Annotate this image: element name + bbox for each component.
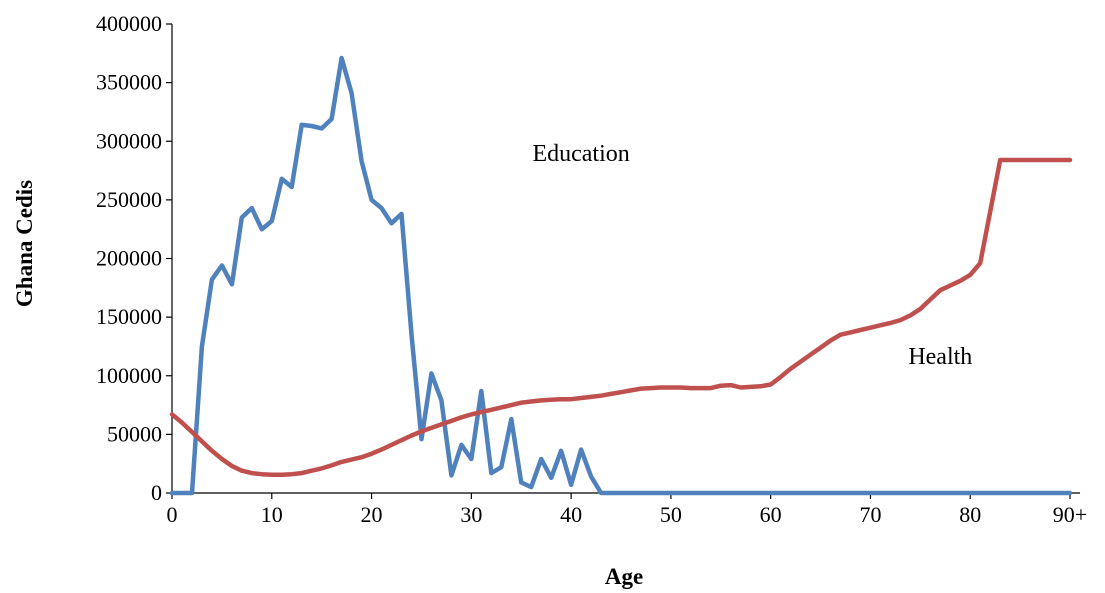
x-tick-label: 40 bbox=[560, 502, 582, 527]
health-series-line bbox=[169, 157, 1073, 478]
x-tick-label: 70 bbox=[859, 502, 881, 527]
x-tick-label: 50 bbox=[660, 502, 682, 527]
y-tick-label: 0 bbox=[151, 480, 162, 505]
x-tick-label: 10 bbox=[261, 502, 283, 527]
y-axis-title: Ghana Cedis bbox=[12, 180, 37, 307]
axes bbox=[171, 24, 1080, 494]
x-tick-label: 80 bbox=[959, 502, 981, 527]
y-tick-label: 100000 bbox=[96, 363, 162, 388]
y-tick-label: 50000 bbox=[107, 421, 162, 446]
education-series-line bbox=[169, 55, 1073, 496]
x-axis-title: Age bbox=[605, 564, 643, 589]
y-tick-label: 150000 bbox=[96, 304, 162, 329]
x-tick-label: 30 bbox=[460, 502, 482, 527]
x-ticks: 0 10 20 30 40 50 60 70 80 90+ bbox=[167, 493, 1087, 527]
y-tick-label: 200000 bbox=[96, 246, 162, 271]
x-tick-label: 0 bbox=[167, 502, 178, 527]
y-tick-label: 350000 bbox=[96, 70, 162, 95]
x-tick-label: 20 bbox=[361, 502, 383, 527]
y-tick-label: 400000 bbox=[96, 11, 162, 36]
series-lines bbox=[169, 55, 1073, 496]
y-tick-label: 250000 bbox=[96, 187, 162, 212]
y-ticks: 0 50000 100000 150000 200000 250000 300000 3500… bbox=[96, 11, 172, 505]
x-tick-label: 90+ bbox=[1053, 502, 1087, 527]
health-series-label: Health bbox=[908, 344, 972, 370]
education-series-label: Education bbox=[532, 141, 629, 167]
x-tick-label: 60 bbox=[760, 502, 782, 527]
y-tick-label: 300000 bbox=[96, 128, 162, 153]
series-labels: Education Health bbox=[532, 141, 972, 370]
